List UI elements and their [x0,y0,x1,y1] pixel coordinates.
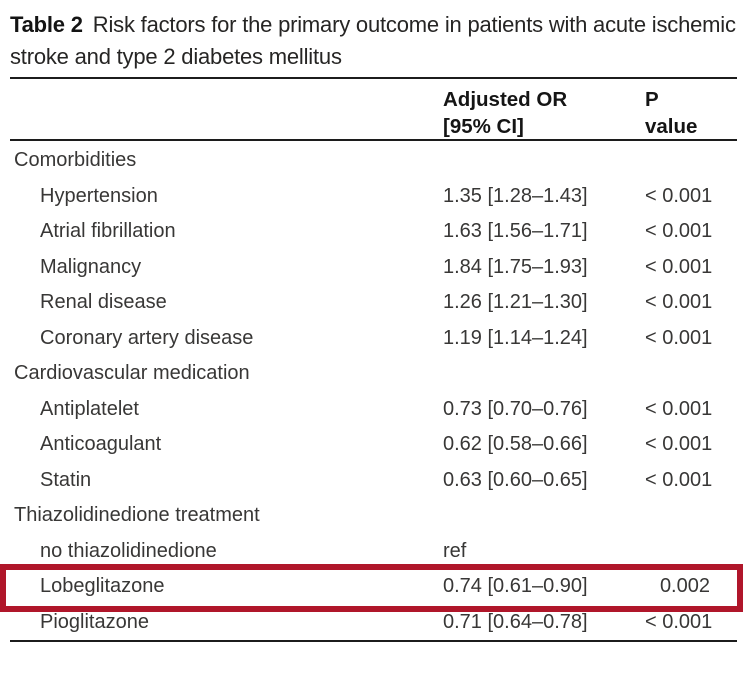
header-rule [10,139,737,141]
row-label: Hypertension [40,184,158,207]
row-adjusted-or: 0.73 [0.70–0.76] [443,397,588,420]
row-p-value: < 0.001 [645,220,713,243]
table-header-row: Adjusted OR [95% CI] P value [10,79,737,139]
row-label: Pioglitazone [40,610,149,633]
table-row: Antiplatelet 0.73 [0.70–0.76] < 0.001 [10,392,737,428]
row-adjusted-or: 1.63 [1.56–1.71] [443,220,588,243]
row-p-value: < 0.001 [645,433,713,456]
row-p-value: 0.002 [659,575,710,598]
row-label: Antiplatelet [40,397,139,420]
table-row: Hypertension 1.35 [1.28–1.43] < 0.001 [10,179,737,215]
table-row: Anticoagulant 0.62 [0.58–0.66] < 0.001 [10,427,737,463]
row-p-value: < 0.001 [645,397,713,420]
row-adjusted-or: 0.62 [0.58–0.66] [443,433,588,456]
table-row: Cardiovascular medication [10,356,737,392]
row-adjusted-or: ref [443,539,467,562]
column-header-p-value: P value [645,86,737,140]
table-body: Comorbidities Hypertension 1.35 [1.28–1.… [0,141,743,641]
table-title: Table 2 Risk factors for the primary outc… [10,0,737,73]
row-label: Comorbidities [14,149,137,172]
row-label: Cardiovascular medication [14,362,250,385]
row-label: Thiazolidinedione treatment [14,504,260,527]
row-adjusted-or: 1.84 [1.75–1.93] [443,255,588,278]
p-value-header-line1: P [645,88,659,111]
table-row: Atrial fibrillation 1.63 [1.56–1.71] < 0… [10,214,737,250]
row-label: Statin [40,468,92,491]
row-label: Atrial fibrillation [40,220,176,243]
row-label: Anticoagulant [40,433,162,456]
row-adjusted-or: 1.19 [1.14–1.24] [443,326,588,349]
row-adjusted-or: 1.35 [1.28–1.43] [443,184,588,207]
row-p-value: < 0.001 [645,255,713,278]
table-row: Malignancy 1.84 [1.75–1.93] < 0.001 [10,250,737,286]
p-value-header-line2: value [645,115,698,138]
row-label: Coronary artery disease [40,326,254,349]
row-adjusted-or: 0.63 [0.60–0.65] [443,468,588,491]
row-adjusted-or: 0.71 [0.64–0.78] [443,610,588,633]
row-p-value: < 0.001 [645,184,713,207]
adjusted-or-header-line1: Adjusted OR [443,88,568,111]
column-header-adjusted-or: Adjusted OR [95% CI] [443,86,645,140]
table-row: Thiazolidinedione treatment [10,498,737,534]
table-row: Pioglitazone 0.71 [0.64–0.78] < 0.001 [10,605,737,641]
table-row: Comorbidities [10,143,737,179]
table-row: no thiazolidinedione ref [10,534,737,570]
table-number: Table 2 [10,12,83,37]
row-adjusted-or: 1.26 [1.21–1.30] [443,291,588,314]
row-label: Renal disease [40,291,167,314]
row-p-value: < 0.001 [645,291,713,314]
row-label: no thiazolidinedione [40,539,217,562]
table-row: Statin 0.63 [0.60–0.65] < 0.001 [10,463,737,499]
row-adjusted-or: 0.74 [0.61–0.90] [443,575,588,598]
title-rule [10,77,737,79]
adjusted-or-header-line2: [95% CI] [443,115,524,138]
row-label: Lobeglitazone [40,575,165,598]
table-row: Lobeglitazone 0.74 [0.61–0.90] 0.002 [0,564,743,612]
table-row: Coronary artery disease 1.19 [1.14–1.24]… [10,321,737,357]
row-p-value: < 0.001 [645,468,713,491]
table-caption: Risk factors for the primary outcome in … [10,12,736,69]
row-p-value: < 0.001 [645,326,713,349]
row-p-value: < 0.001 [645,610,713,633]
row-label: Malignancy [40,255,142,278]
bottom-rule [10,640,737,642]
table-row: Renal disease 1.26 [1.21–1.30] < 0.001 [10,285,737,321]
